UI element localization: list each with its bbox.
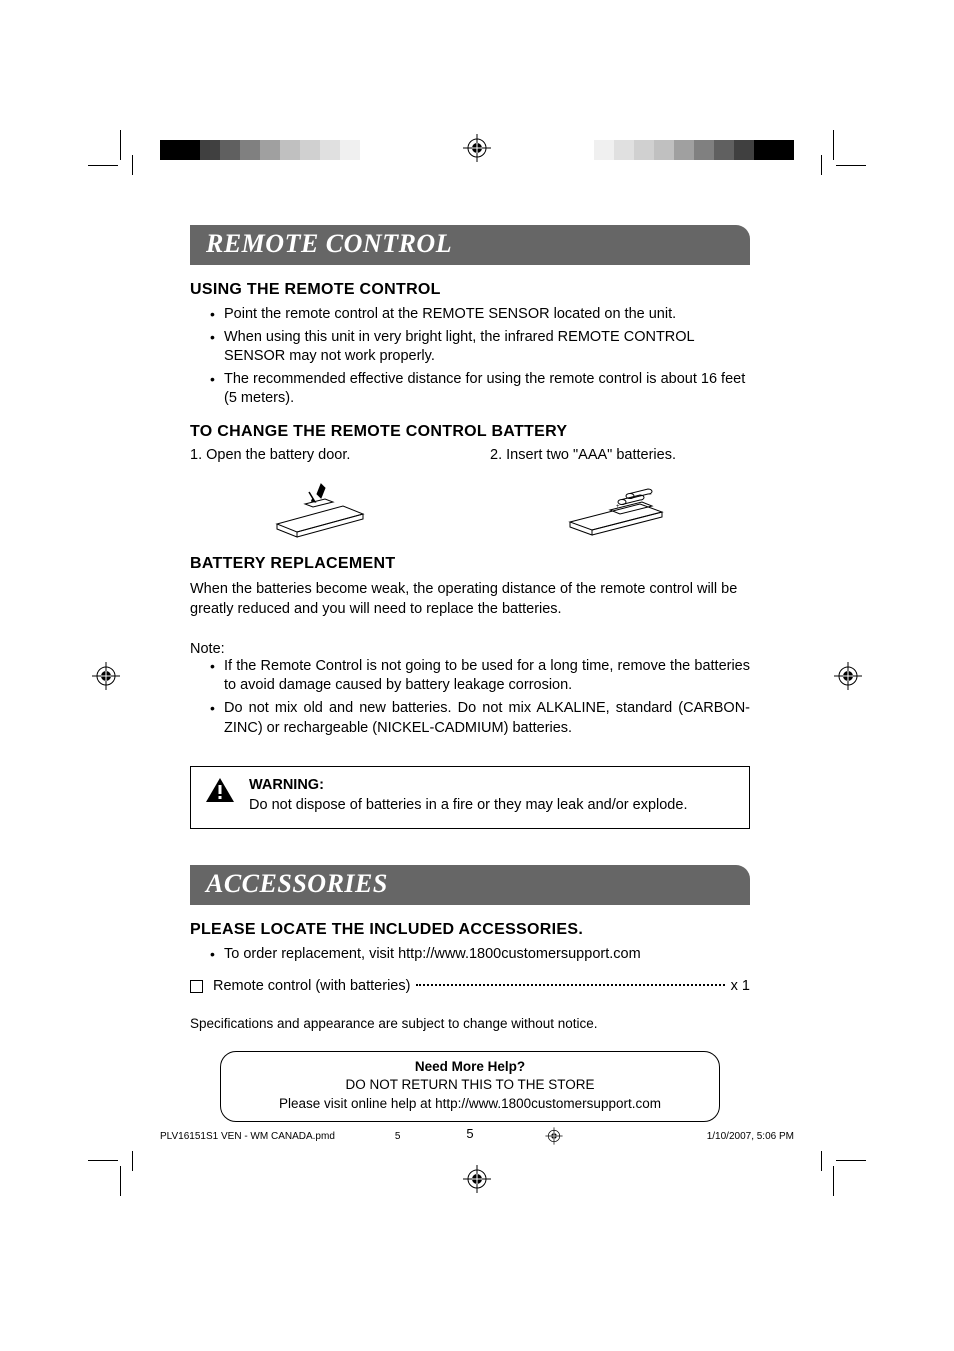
accessories-section: ACCESSORIES PLEASE LOCATE THE INCLUDED A… xyxy=(190,865,750,1141)
step-1: 1. Open the battery door. xyxy=(190,447,450,541)
svg-text:−: − xyxy=(648,492,652,498)
color-swatch xyxy=(180,140,200,160)
color-swatch xyxy=(754,140,774,160)
color-swatch xyxy=(714,140,734,160)
crop-mark xyxy=(833,1166,834,1196)
step-1-text: 1. Open the battery door. xyxy=(190,447,350,463)
note-list: If the Remote Control is not going to be… xyxy=(190,657,750,738)
list-item: The recommended effective distance for u… xyxy=(210,370,750,409)
color-bar xyxy=(160,140,380,160)
warning-text: WARNING: Do not dispose of batteries in … xyxy=(249,775,687,816)
help-title: Need More Help? xyxy=(231,1058,709,1076)
color-swatch xyxy=(360,140,380,160)
accessories-list: To order replacement, visit http://www.1… xyxy=(190,945,750,965)
step-2: 2. Insert two "AAA" batteries. + − xyxy=(490,447,750,541)
registration-mark-icon xyxy=(544,1126,564,1146)
subhead-change-battery: TO CHANGE THE REMOTE CONTROL BATTERY xyxy=(190,423,750,441)
color-swatch xyxy=(320,140,340,160)
crop-mark xyxy=(821,1151,822,1171)
warning-box: WARNING: Do not dispose of batteries in … xyxy=(190,766,750,829)
list-item: Point the remote control at the REMOTE S… xyxy=(210,305,750,325)
color-swatch xyxy=(734,140,754,160)
color-swatch xyxy=(594,140,614,160)
color-swatch xyxy=(674,140,694,160)
subhead-battery-replacement: BATTERY REPLACEMENT xyxy=(190,555,750,573)
battery-replacement-text: When the batteries become weak, the oper… xyxy=(190,579,750,619)
subhead-locate-accessories: PLEASE LOCATE THE INCLUDED ACCESSORIES. xyxy=(190,921,750,939)
leader-dots xyxy=(416,984,724,986)
crop-mark xyxy=(836,165,866,166)
crop-mark xyxy=(120,1166,121,1196)
crop-mark xyxy=(88,1160,118,1161)
crop-mark xyxy=(132,1151,133,1171)
color-swatch xyxy=(614,140,634,160)
registration-mark-icon xyxy=(463,1165,491,1193)
registration-mark-icon xyxy=(463,134,491,162)
accessory-qty: x 1 xyxy=(731,978,750,994)
list-item: If the Remote Control is not going to be… xyxy=(210,657,750,696)
remote-insert-battery-icon: + − xyxy=(490,473,750,541)
warning-title: WARNING: xyxy=(249,777,324,793)
color-bar xyxy=(574,140,794,160)
crop-mark xyxy=(833,130,834,160)
crop-mark xyxy=(132,155,133,175)
color-swatch xyxy=(220,140,240,160)
svg-text:+: + xyxy=(616,504,620,510)
crop-mark xyxy=(120,130,121,160)
help-line-2: DO NOT RETURN THIS TO THE STORE xyxy=(231,1076,709,1094)
warning-body: Do not dispose of batteries in a fire or… xyxy=(249,797,687,813)
color-swatch xyxy=(280,140,300,160)
accessory-item: Remote control (with batteries) x 1 xyxy=(190,978,750,994)
using-remote-list: Point the remote control at the REMOTE S… xyxy=(190,305,750,409)
registration-mark-icon xyxy=(92,662,120,690)
subhead-using-remote: USING THE REMOTE CONTROL xyxy=(190,281,750,299)
color-swatch xyxy=(200,140,220,160)
color-swatch xyxy=(574,140,594,160)
remote-open-door-icon xyxy=(190,473,450,541)
color-swatch xyxy=(300,140,320,160)
list-item: To order replacement, visit http://www.1… xyxy=(210,945,750,965)
print-footer: PLV16151S1 VEN - WM CANADA.pmd 5 1/10/20… xyxy=(160,1126,794,1146)
help-line-3: Please visit online help at http://www.1… xyxy=(231,1095,709,1113)
crop-mark xyxy=(88,165,118,166)
note-label: Note: xyxy=(190,641,750,657)
footer-date: 1/10/2007, 5:06 PM xyxy=(707,1131,794,1142)
section-header-accessories: ACCESSORIES xyxy=(190,865,750,907)
crop-mark xyxy=(821,155,822,175)
list-item: Do not mix old and new batteries. Do not… xyxy=(210,699,750,738)
registration-mark-icon xyxy=(834,662,862,690)
battery-steps: 1. Open the battery door. 2. Insert two xyxy=(190,447,750,541)
footer-filename: PLV16151S1 VEN - WM CANADA.pmd xyxy=(160,1131,335,1142)
color-swatch xyxy=(340,140,360,160)
help-box: Need More Help? DO NOT RETURN THIS TO TH… xyxy=(220,1051,720,1122)
color-swatch xyxy=(240,140,260,160)
spec-note: Specifications and appearance are subjec… xyxy=(190,1016,750,1031)
color-swatch xyxy=(634,140,654,160)
checkbox-icon xyxy=(190,980,203,993)
color-swatch xyxy=(654,140,674,160)
section-header-remote: REMOTE CONTROL xyxy=(190,225,750,267)
color-swatch xyxy=(694,140,714,160)
list-item: When using this unit in very bright ligh… xyxy=(210,328,750,367)
page-content: REMOTE CONTROL USING THE REMOTE CONTROL … xyxy=(190,225,750,1141)
crop-mark xyxy=(836,1160,866,1161)
color-swatch xyxy=(774,140,794,160)
footer-page: 5 xyxy=(395,1131,401,1142)
accessory-name: Remote control (with batteries) xyxy=(213,978,410,994)
step-2-text: 2. Insert two "AAA" batteries. xyxy=(490,447,676,463)
warning-icon xyxy=(205,777,235,803)
color-swatch xyxy=(160,140,180,160)
color-swatch xyxy=(260,140,280,160)
